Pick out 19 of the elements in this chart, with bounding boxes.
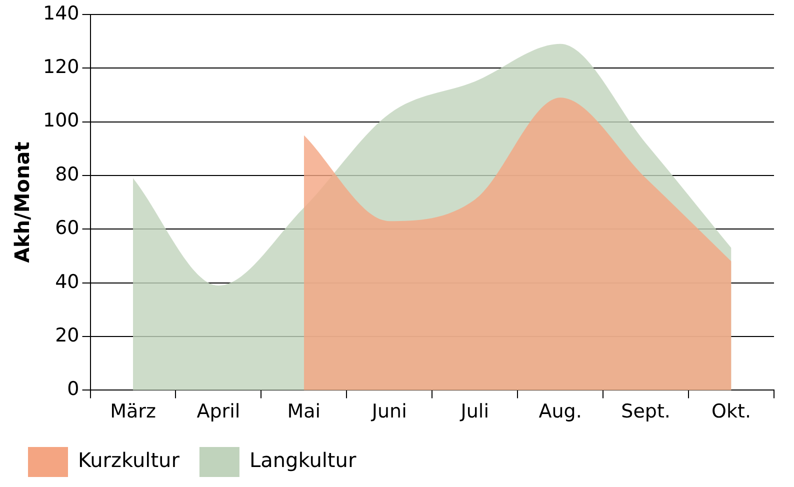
- y-tick-label: 100: [43, 110, 80, 132]
- legend-label: Kurzkultur: [78, 448, 180, 472]
- legend-label: Langkultur: [249, 448, 357, 472]
- x-tick-label: März: [110, 400, 156, 423]
- x-tick-label: Okt.: [712, 400, 751, 423]
- x-tick-label: Juni: [370, 400, 407, 423]
- x-tick-label: Mai: [287, 400, 321, 423]
- x-tick-label: Aug.: [538, 400, 582, 423]
- y-tick-label: 60: [55, 217, 80, 240]
- y-tick-label: 140: [43, 2, 80, 24]
- y-tick-label: 20: [55, 324, 80, 346]
- x-tick-label: Sept.: [621, 400, 670, 423]
- y-tick-label: 120: [43, 56, 80, 78]
- x-tick-label: April: [196, 400, 240, 423]
- x-tick-label: Juli: [460, 400, 489, 423]
- y-tick-label: 80: [55, 163, 80, 186]
- y-tick-label: 0: [67, 378, 80, 400]
- y-axis-title: Akh/Monat: [10, 141, 34, 263]
- y-tick-label: 40: [55, 270, 80, 293]
